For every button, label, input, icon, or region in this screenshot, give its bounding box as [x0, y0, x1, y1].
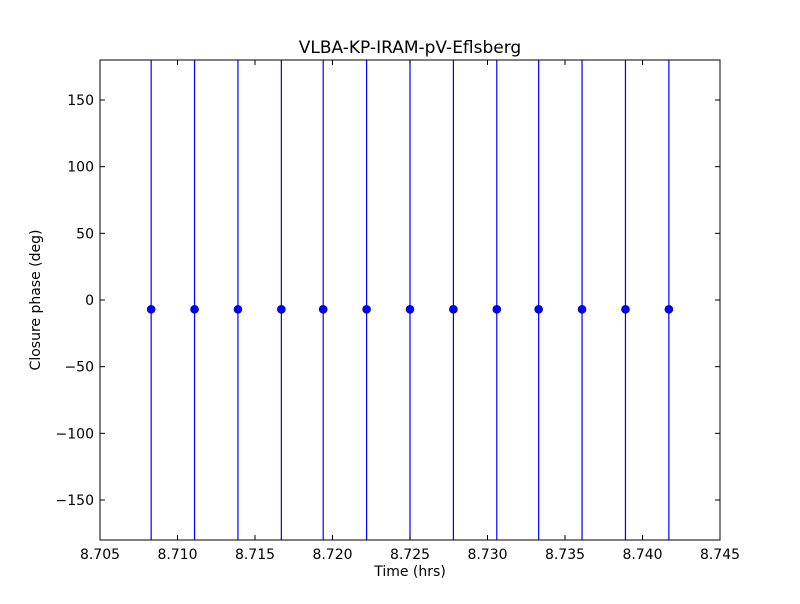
- x-axis-ticks: 8.705 8.710 8.715 8.720 8.725 8.730 8.735 8.740…: [80, 60, 740, 563]
- x-tick-label: 8.730: [467, 547, 507, 563]
- y-tick-label: 50: [76, 226, 94, 242]
- data-point: [449, 305, 458, 314]
- data-points: [146, 305, 674, 314]
- x-tick-label: 8.735: [545, 547, 585, 563]
- x-axis-label: Time (hrs): [373, 564, 446, 580]
- x-tick-label: 8.725: [390, 547, 430, 563]
- y-tick-label: −150: [56, 493, 94, 509]
- error-bars: [150, 60, 670, 540]
- data-point: [277, 305, 286, 314]
- data-point: [233, 305, 243, 314]
- data-point: [492, 305, 502, 314]
- data-point: [577, 305, 587, 314]
- data-point: [534, 305, 543, 314]
- data-point: [621, 305, 630, 314]
- x-tick-label: 8.705: [80, 547, 120, 563]
- data-point: [664, 305, 674, 314]
- y-tick-label: 0: [85, 293, 94, 309]
- y-axis-label: Closure phase (deg): [28, 230, 44, 371]
- x-tick-label: 8.740: [622, 547, 662, 563]
- data-point: [146, 305, 156, 314]
- data-point: [405, 305, 415, 314]
- y-tick-label: −50: [64, 360, 94, 376]
- y-tick-label: 150: [67, 93, 94, 109]
- x-tick-label: 8.710: [157, 547, 197, 563]
- data-point: [190, 305, 199, 314]
- y-tick-label: −100: [56, 426, 94, 442]
- x-tick-label: 8.745: [700, 547, 740, 563]
- x-tick-label: 8.715: [235, 547, 275, 563]
- y-axis-ticks: −150 −100 −50 0 50 100 150: [56, 93, 720, 509]
- data-point: [362, 305, 371, 314]
- y-tick-label: 100: [67, 160, 94, 176]
- data-point: [318, 305, 328, 314]
- chart-title: VLBA-KP-IRAM-pV-Eflsberg: [299, 38, 521, 58]
- x-tick-label: 8.720: [312, 547, 352, 563]
